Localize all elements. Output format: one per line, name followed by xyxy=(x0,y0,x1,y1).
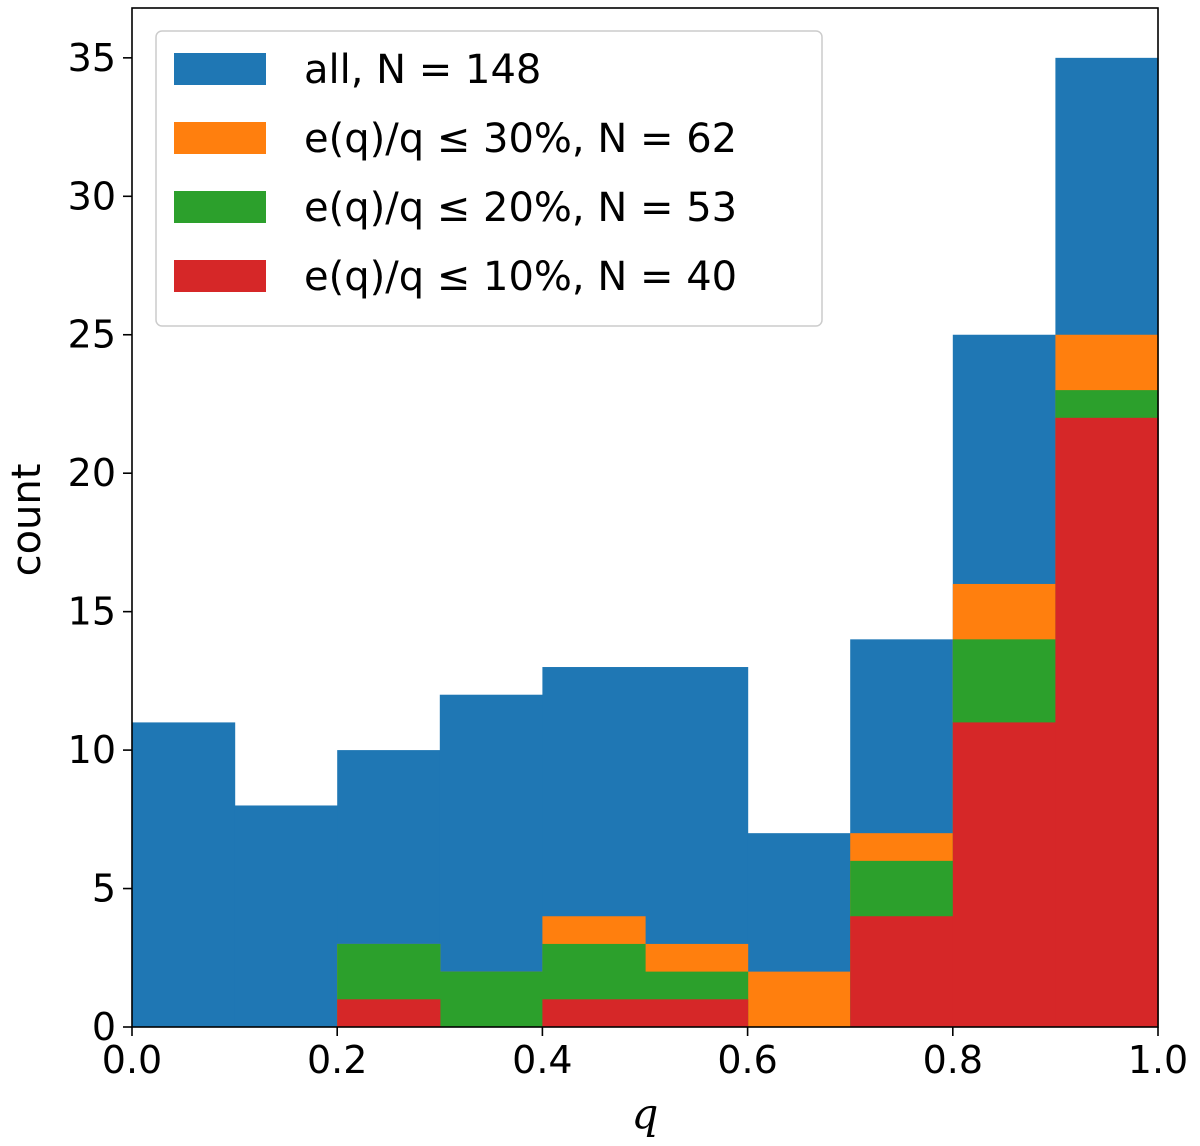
bar-series-2-bin-3 xyxy=(439,971,543,1027)
legend-box xyxy=(155,30,823,327)
y-tick-label: 15 xyxy=(68,590,116,634)
bar-series-1-bin-6 xyxy=(747,971,851,1027)
x-axis-label: q xyxy=(632,1089,659,1138)
bar-series-3-bin-7 xyxy=(850,916,954,1027)
x-tick-label: 0.2 xyxy=(307,1038,367,1082)
axes-layer: 0.0 0.2 0.4 0.6 0.8 1.0 0 5 10 15 20 25 30 35 xyxy=(68,7,1188,1082)
x-tick-label: 0.6 xyxy=(717,1038,777,1082)
plot-frame xyxy=(131,7,1159,1028)
y-axis-label: count xyxy=(4,464,50,577)
bar-series-0-bin-1 xyxy=(234,805,338,1027)
legend: all, N = 148 e(q)/q ≤ 30%, N = 62 e(q)/q ≤… xyxy=(155,30,823,327)
bar-series-3-bin-5 xyxy=(645,999,749,1027)
legend-entry: e(q)/q ≤ 10%, N = 40 xyxy=(304,254,737,300)
legend-swatch xyxy=(174,53,266,85)
x-tick-label: 0.0 xyxy=(102,1038,162,1082)
legend-entry: all, N = 148 xyxy=(304,47,541,93)
x-tick-label: 0.4 xyxy=(512,1038,572,1082)
y-tick-label: 35 xyxy=(68,36,116,80)
legend-entry: e(q)/q ≤ 20%, N = 53 xyxy=(304,185,737,231)
legend-entry: e(q)/q ≤ 30%, N = 62 xyxy=(304,116,737,162)
bar-series-0-bin-0 xyxy=(132,722,236,1027)
bar-series-3-bin-8 xyxy=(952,722,1056,1027)
bar-series-3-bin-4 xyxy=(542,999,646,1027)
y-tick-label: 25 xyxy=(68,313,116,357)
x-tick-label: 1.0 xyxy=(1128,1038,1188,1082)
legend-swatch xyxy=(174,122,266,154)
x-tick-label: 0.8 xyxy=(923,1038,983,1082)
bar-series-3-bin-2 xyxy=(337,999,441,1027)
y-tick-label: 30 xyxy=(68,174,116,218)
y-tick-label: 20 xyxy=(68,451,116,495)
y-tick-label: 10 xyxy=(68,728,116,772)
bars-layer xyxy=(132,57,1159,1028)
y-tick-label: 5 xyxy=(92,867,116,911)
y-tick-label: 0 xyxy=(92,1005,116,1049)
legend-swatch xyxy=(174,191,266,223)
bar-series-3-bin-9 xyxy=(1055,417,1159,1028)
legend-swatch xyxy=(174,260,266,292)
